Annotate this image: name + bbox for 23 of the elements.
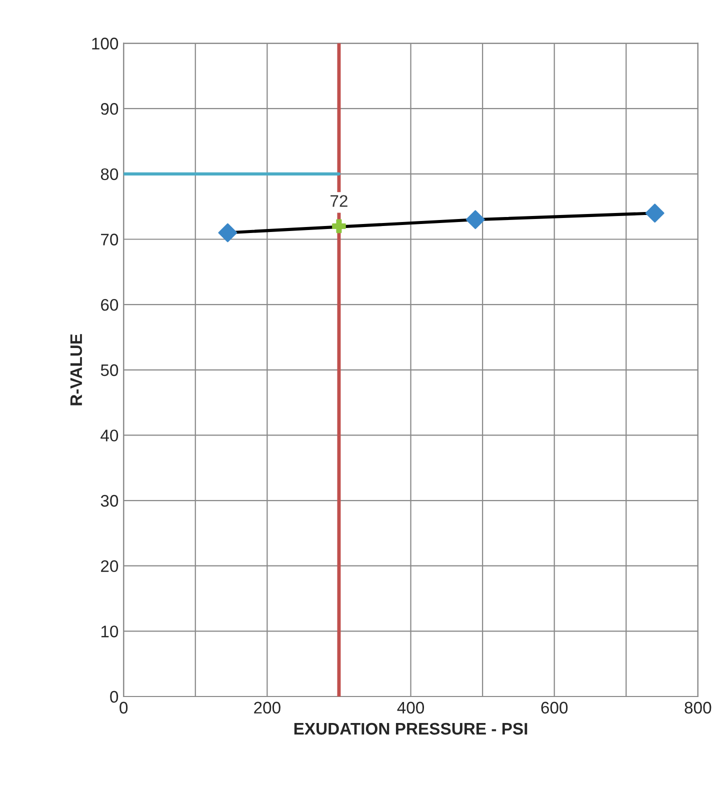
y-tick-label: 90 [100,103,118,115]
y-tick-label: 10 [101,626,118,638]
x-tick-label: 800 [684,702,712,714]
y-tick-label: 60 [101,298,118,311]
y-tick-label: 20 [101,560,118,572]
x-tick-label: 600 [541,702,568,714]
y-tick-label: 80 [100,168,118,180]
x-axis-title: EXUDATION PRESSURE - PSI [294,722,528,735]
y-axis-title: R-VALUE [70,334,82,406]
point [466,210,485,230]
y-tick-label: 0 [110,690,118,703]
point [218,223,238,242]
y-tick-label: 40 [100,430,118,442]
x-tick-label: 400 [397,702,424,714]
data-label: 72 [330,195,348,207]
point [332,219,346,234]
x-tick-label: 0 [120,702,128,714]
y-tick-label: 50 [100,364,118,376]
y-tick-label: 70 [101,234,118,246]
y-tick-label: 100 [92,38,118,50]
x-tick-label: 200 [254,702,280,714]
y-tick-label: 30 [100,494,118,507]
point [645,204,664,223]
